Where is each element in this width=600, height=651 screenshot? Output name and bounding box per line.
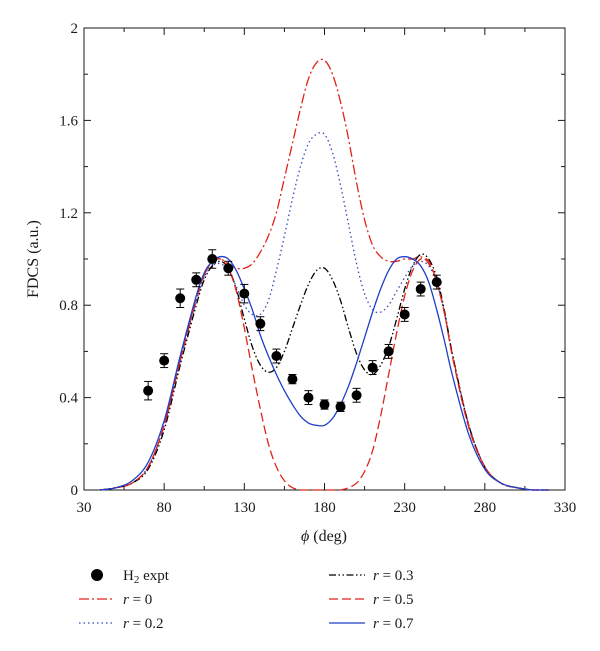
experiment-point <box>287 374 298 385</box>
experiment-point <box>271 351 282 362</box>
x-tick-label: 230 <box>393 500 416 516</box>
legend-label-r-0-5: r = 0.5 <box>373 592 414 608</box>
legend-marker-experiment <box>91 569 103 581</box>
y-tick-label: 0.8 <box>59 298 78 314</box>
experiment-point <box>335 401 346 412</box>
y-axis-label: FDCS (a.u.) <box>25 220 42 298</box>
legend: H2 expt r = 0.3 r = 0 r = 0.5 r = 0.2 r = 0.7 <box>79 568 414 632</box>
legend-label-r-0-3: r = 0.3 <box>373 568 414 584</box>
x-tick-label: 130 <box>233 500 256 516</box>
legend-label-experiment: H2 expt <box>123 568 170 586</box>
y-tick-label: 1.6 <box>59 113 78 129</box>
y-tick-label: 2 <box>71 21 79 37</box>
legend-label-r-0-2: r = 0.2 <box>123 616 164 632</box>
experiment-point <box>383 346 394 357</box>
x-tick-label: 30 <box>77 500 92 516</box>
series-line-r-0-2 <box>99 131 549 491</box>
x-axis-unit: (deg) <box>313 528 347 545</box>
experiment-point <box>319 399 330 410</box>
experiment-point <box>143 385 154 396</box>
experiment-point <box>431 277 442 288</box>
y-tick-label: 1.2 <box>59 206 78 222</box>
experiment-point <box>255 318 266 329</box>
x-axis-label: ϕ (deg) <box>301 528 347 545</box>
x-tick-label: 80 <box>157 500 172 516</box>
x-axis-symbol: ϕ <box>301 528 309 545</box>
series-line-r-0-3 <box>99 253 549 491</box>
y-tick-label: 0 <box>71 483 79 499</box>
x-tick-label: 280 <box>474 500 497 516</box>
experiment-point <box>351 390 362 401</box>
experiment-point <box>415 284 426 295</box>
experiment-point <box>399 309 410 320</box>
y-tick-label: 0.4 <box>59 391 78 407</box>
experiment-point <box>191 274 202 285</box>
legend-label-r-0-7: r = 0.7 <box>373 616 414 632</box>
experiment-point <box>207 254 218 264</box>
series-line-r-0-7 <box>99 255 549 491</box>
plot-frame <box>83 27 566 491</box>
legend-label-r-0: r = 0 <box>123 592 152 608</box>
experiment-point <box>239 288 250 299</box>
x-tick-label: 180 <box>313 500 336 516</box>
experiment-point <box>303 392 314 403</box>
series-line-r-0-5 <box>99 257 549 491</box>
experiment-point <box>223 263 234 274</box>
experiment-point <box>159 355 170 366</box>
experiment-point <box>367 362 378 373</box>
experiment-point <box>175 293 186 304</box>
x-tick-label: 330 <box>554 500 577 516</box>
